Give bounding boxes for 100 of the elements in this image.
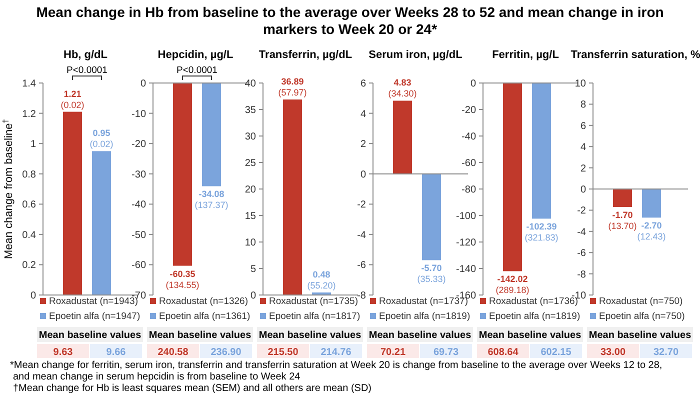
y-tick-label: -20 xyxy=(462,105,476,116)
y-tick-label: 0 xyxy=(140,78,146,90)
legend-label: Epoetin alfa (n=1947) xyxy=(49,311,140,322)
y-tick-label: 6 xyxy=(360,78,366,90)
y-tick-label: 0 xyxy=(30,290,36,302)
y-tick-label: -100 xyxy=(456,211,476,222)
data-label: 1.21 (0.02) xyxy=(60,88,84,110)
y-tick-label: 0.6 xyxy=(22,200,36,211)
y-tick-label: 5 xyxy=(250,264,256,275)
y-tick-label: 0.8 xyxy=(22,169,36,180)
chart-title: Serum iron, µg/dL xyxy=(368,49,463,61)
text: 32.70 xyxy=(653,347,679,358)
text: 9.63 xyxy=(53,347,74,358)
y-tick-label: -20 xyxy=(132,139,146,150)
text: 70.21 xyxy=(380,347,406,358)
y-tick-label: -50 xyxy=(132,230,146,241)
text: Mean change in Hb from baseline to the average over Weeks 28 to 52 and mean change in iron markers to Week 20 or 24* xyxy=(36,4,664,37)
y-tick-label: -40 xyxy=(462,132,476,142)
text: and mean change in serum hepcidin is from baseline to Week 24 xyxy=(13,372,301,382)
legend-label: Epoetin alfa (n=1819) xyxy=(489,311,580,322)
text: †Mean change for Hb is least squares mean (SEM) and all others are mean (SD) xyxy=(13,383,372,393)
legend-label: Roxadustat (n=1943) xyxy=(49,296,138,307)
chart-title: Ferritin, µg/L xyxy=(492,49,560,61)
text: 236.90 xyxy=(210,347,242,358)
text: 240.58 xyxy=(158,347,189,358)
y-tick-label: 0 xyxy=(470,78,476,90)
y-tick-label: 15 xyxy=(244,211,256,222)
y-tick-label: -60 xyxy=(462,158,476,169)
y-tick-label: 8 xyxy=(580,100,586,111)
text: 608.64 xyxy=(488,347,519,358)
y-tick-label: -4 xyxy=(357,230,366,241)
data-label: -1.70 (13.70) xyxy=(608,210,637,232)
y-tick-label: -10 xyxy=(132,108,146,120)
legend-label: Roxadustat (n=1736) xyxy=(489,296,578,307)
data-label: 0.95 (0.02) xyxy=(90,128,114,150)
y-tick-label: -80 xyxy=(462,184,476,196)
y-tick-label: 1.2 xyxy=(22,108,36,120)
y-tick-label: 35 xyxy=(244,105,256,116)
y-tick-label: 10 xyxy=(574,78,586,90)
data-label: -5.70 (35.33) xyxy=(417,263,446,284)
y-tick-label: 2 xyxy=(580,163,586,174)
y-tick-label: 0.2 xyxy=(22,260,36,272)
text: P<0.0001 xyxy=(176,65,218,76)
data-label: -60.35 (134.55) xyxy=(166,268,200,290)
y-tick-label: -2 xyxy=(357,200,366,211)
text: Mean baseline values xyxy=(258,330,362,341)
y-tick-label: -6 xyxy=(577,248,586,260)
text: 214.76 xyxy=(320,347,352,358)
text: Mean baseline values xyxy=(38,330,142,341)
y-tick-label: -4 xyxy=(577,226,586,238)
text: 602.15 xyxy=(540,347,572,358)
y-tick-label: 0 xyxy=(360,169,366,180)
chart-title: Hb, g/dL xyxy=(64,49,108,61)
chart-title: Transferrin saturation, % xyxy=(570,49,700,61)
legend-label: Roxadustat (n=1735) xyxy=(269,296,358,307)
y-tick-label: 0.4 xyxy=(22,230,36,241)
data-label: -2.70 (12.43) xyxy=(637,220,666,242)
legend-label: Roxadustat (n=750) xyxy=(599,296,683,307)
legend-label: Epoetin alfa (n=1819) xyxy=(379,311,470,322)
y-tick-label: 2 xyxy=(360,139,366,150)
chart-title: Transferrin, µg/dL xyxy=(258,49,352,61)
data-label: 4.83 (34.30) xyxy=(388,78,417,99)
y-tick-label: 20 xyxy=(244,184,256,196)
data-label: 0.48 (55.20) xyxy=(307,269,336,290)
y-tick-label: 0 xyxy=(250,290,256,302)
y-tick-label: 40 xyxy=(244,78,256,90)
y-tick-label: 6 xyxy=(580,120,586,132)
text: Mean baseline values xyxy=(588,330,692,341)
legend-label: Epoetin alfa (n=750) xyxy=(599,311,685,322)
y-tick-label: -30 xyxy=(132,169,146,180)
text: *Mean change for ferritin, serum iron, transferrin and transferrin saturation at Week 20 is change from baseline to the average over Weeks 12 to 28, xyxy=(10,360,662,371)
text: Mean baseline values xyxy=(368,330,472,341)
y-tick-label: 25 xyxy=(244,158,256,169)
y-tick-label: 4 xyxy=(580,142,586,154)
text: P<0.0001 xyxy=(66,65,108,76)
chart-title: Hepcidin, µg/L xyxy=(158,49,234,61)
y-tick-label: -120 xyxy=(456,238,476,248)
legend-label: Epoetin alfa (n=1361) xyxy=(159,311,250,322)
y-tick-label: 30 xyxy=(244,132,256,142)
text: 215.50 xyxy=(268,347,299,358)
y-tick-label: -8 xyxy=(577,269,586,280)
y-tick-label: 4 xyxy=(360,108,366,120)
y-tick-label: -60 xyxy=(132,260,146,272)
legend-label: Roxadustat (n=1326) xyxy=(159,296,248,307)
y-tick-label: -6 xyxy=(357,260,366,272)
text: Mean baseline values xyxy=(148,330,252,341)
text: 9.66 xyxy=(106,347,126,358)
data-label: -102.39 (321.83) xyxy=(524,222,558,243)
text: Mean baseline values xyxy=(478,330,582,341)
data-label: -34.08 (137.37) xyxy=(194,189,228,210)
y-tick-label: -40 xyxy=(132,200,146,211)
text: 33.00 xyxy=(600,347,626,358)
y-tick-label: 1.4 xyxy=(22,78,36,90)
y-tick-label: 1 xyxy=(30,139,36,150)
y-tick-label: -140 xyxy=(456,264,476,275)
y-tick-label: 10 xyxy=(244,238,256,248)
legend-label: Epoetin alfa (n=1817) xyxy=(269,311,360,322)
data-label: 36.89 (57.97) xyxy=(278,76,307,98)
y-tick-label: -2 xyxy=(577,206,586,217)
y-tick-label: 0 xyxy=(580,184,586,196)
